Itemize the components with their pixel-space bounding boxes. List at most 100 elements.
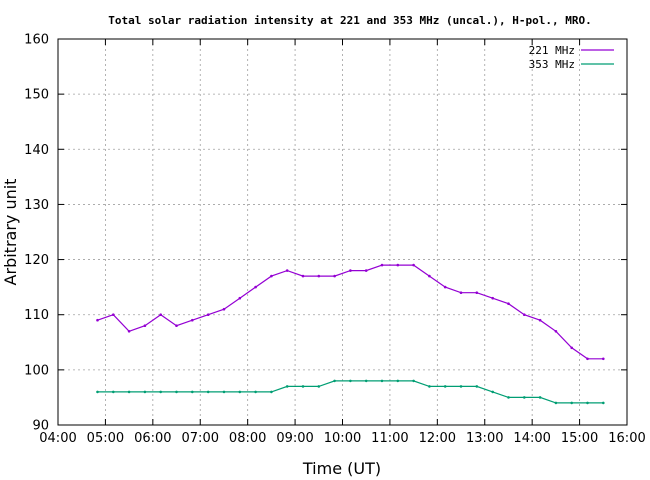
chart-title: Total solar radiation intensity at 221 a…: [108, 14, 591, 27]
x-axis: 04:00 05:00 06:00 07:00 08:00 09:00 10:00 11:00…: [39, 39, 646, 446]
x-tick-label: 09:00: [276, 431, 313, 446]
data-point: [554, 401, 558, 405]
y-tick-label: 160: [24, 33, 49, 48]
data-point: [538, 318, 542, 322]
data-point: [475, 291, 479, 295]
data-point: [396, 379, 400, 383]
x-tick-label: 16:00: [608, 431, 645, 446]
data-point: [349, 379, 352, 383]
data-point: [443, 385, 447, 388]
x-tick-label: 13:00: [466, 431, 503, 446]
data-point: [333, 274, 336, 278]
data-point: [96, 318, 99, 322]
data-point: [127, 390, 131, 394]
y-tick-label: 100: [24, 363, 49, 378]
data-point: [538, 396, 542, 399]
data-point: [238, 390, 242, 394]
data-point: [301, 274, 305, 278]
y-tick-label: 120: [24, 253, 49, 268]
grid-lines: [58, 39, 627, 425]
x-tick-label: 08:00: [229, 431, 266, 446]
legend: 221 MHz 353 MHz: [529, 44, 614, 71]
data-point: [143, 390, 147, 394]
data-point: [459, 291, 463, 295]
data-point: [507, 302, 510, 306]
series-221: [96, 263, 605, 361]
data-point: [270, 274, 273, 278]
data-point: [475, 385, 479, 388]
series-group: [96, 263, 605, 405]
data-point: [428, 385, 431, 388]
data-point: [222, 390, 226, 394]
x-axis-label: Time (UT): [302, 459, 381, 478]
data-point: [270, 390, 273, 394]
x-tick-label: 05:00: [87, 431, 124, 446]
data-point: [254, 390, 257, 394]
data-point: [412, 263, 415, 267]
data-point: [554, 330, 558, 333]
data-point: [159, 390, 162, 394]
data-point: [349, 269, 352, 272]
x-tick-label: 06:00: [134, 431, 171, 446]
data-point: [317, 385, 321, 388]
y-tick-label: 110: [24, 308, 49, 323]
data-point: [285, 385, 289, 388]
data-point: [191, 318, 194, 322]
data-point: [112, 390, 115, 394]
legend-label-221: 221 MHz: [529, 44, 575, 57]
data-point: [380, 263, 384, 267]
y-tick-label: 90: [32, 419, 49, 434]
data-point: [443, 285, 447, 289]
data-point: [206, 390, 210, 394]
data-point: [428, 274, 431, 278]
x-tick-label: 04:00: [39, 431, 76, 446]
data-point: [159, 313, 162, 317]
data-point: [143, 324, 147, 328]
data-point: [459, 385, 463, 388]
data-point: [127, 330, 131, 333]
data-point: [523, 313, 526, 317]
data-point: [364, 269, 368, 272]
data-point: [507, 396, 510, 399]
data-point: [523, 396, 526, 399]
series-353: [96, 379, 605, 405]
x-tick-label: 12:00: [419, 431, 456, 446]
data-point: [175, 324, 178, 328]
data-point: [412, 379, 415, 383]
data-point: [317, 274, 321, 278]
data-point: [570, 346, 573, 350]
data-point: [254, 285, 257, 289]
x-tick-label: 07:00: [182, 431, 219, 446]
data-point: [602, 401, 605, 405]
data-point: [222, 307, 226, 311]
y-tick-label: 130: [24, 198, 49, 213]
data-point: [112, 313, 115, 317]
data-point: [570, 401, 573, 405]
legend-label-353: 353 MHz: [529, 58, 575, 71]
data-point: [301, 385, 305, 388]
data-point: [96, 390, 99, 394]
data-point: [333, 379, 336, 383]
data-point: [206, 313, 210, 317]
data-point: [238, 296, 242, 300]
data-point: [602, 357, 605, 361]
x-tick-label: 10:00: [324, 431, 361, 446]
data-point: [175, 390, 178, 394]
x-tick-label: 15:00: [561, 431, 598, 446]
y-tick-label: 150: [24, 88, 49, 103]
y-axis-label: Arbitrary unit: [1, 179, 20, 286]
y-axis: 90 100 110 120 130 140 150 160: [24, 33, 627, 434]
data-point: [491, 296, 495, 300]
data-point: [191, 390, 194, 394]
x-tick-label: 14:00: [513, 431, 550, 446]
data-point: [285, 269, 289, 272]
x-tick-label: 11:00: [371, 431, 408, 446]
data-point: [491, 390, 495, 394]
data-point: [586, 357, 589, 361]
data-point: [364, 379, 368, 383]
y-tick-label: 140: [24, 143, 49, 158]
data-point: [380, 379, 384, 383]
data-point: [586, 401, 589, 405]
